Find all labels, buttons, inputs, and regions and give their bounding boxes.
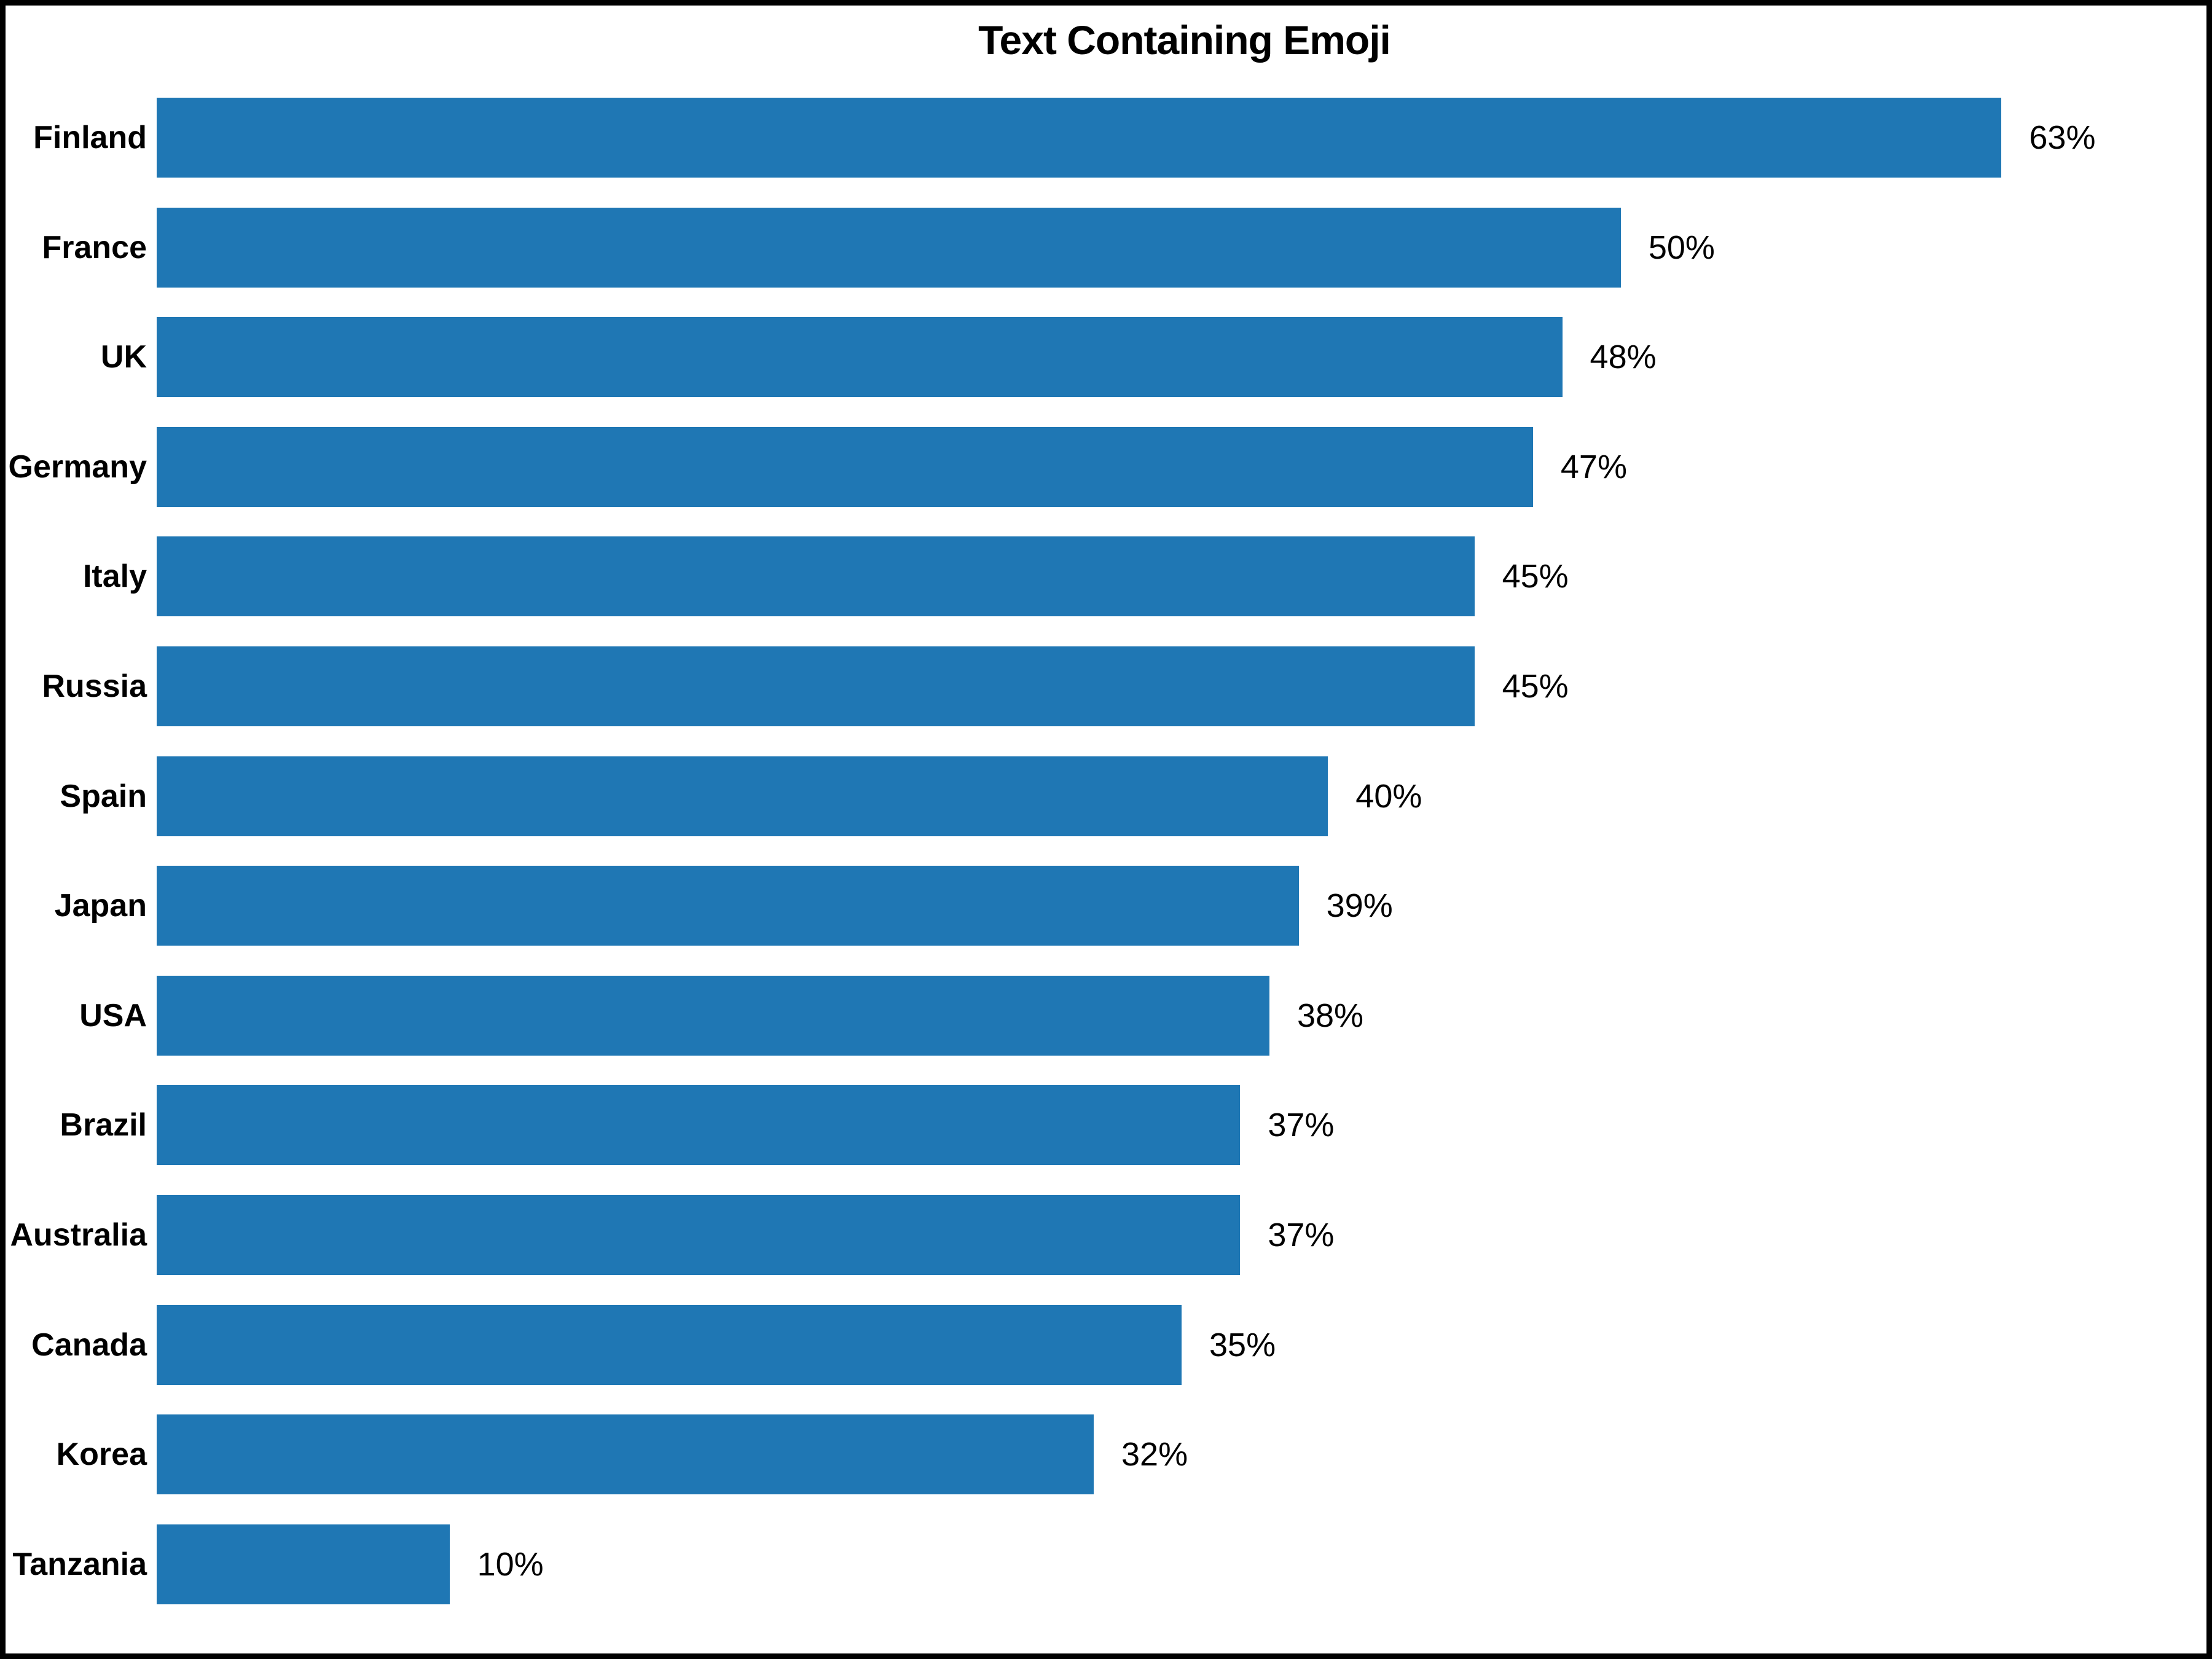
bar-row: USA 38% <box>6 962 2206 1069</box>
value-label: 37% <box>1268 1107 1335 1144</box>
category-label: Australia <box>10 1217 147 1253</box>
bar <box>157 866 1299 946</box>
bar-track: 39% <box>157 866 2206 946</box>
bar-track: 40% <box>157 756 2206 836</box>
value-label: 40% <box>1355 777 1422 815</box>
bar-row: Germany 47% <box>6 414 2206 520</box>
value-label: 37% <box>1268 1217 1335 1254</box>
value-label: 63% <box>2029 119 2096 156</box>
category-label: Spain <box>60 778 147 814</box>
bar-row: Canada 35% <box>6 1292 2206 1398</box>
bar-row: Spain 40% <box>6 743 2206 850</box>
value-label: 48% <box>1590 339 1657 376</box>
category-label: UK <box>100 339 147 375</box>
bar-track: 35% <box>157 1304 2206 1385</box>
bar <box>157 646 1475 727</box>
bar <box>157 426 1533 507</box>
bar-track: 63% <box>157 98 2206 178</box>
bar <box>157 756 1328 836</box>
bar-track: 32% <box>157 1414 2206 1495</box>
bar <box>157 536 1475 617</box>
category-label: Japan <box>54 888 147 924</box>
bar-row: Japan 39% <box>6 852 2206 959</box>
bar-row: France 50% <box>6 194 2206 301</box>
value-label: 45% <box>1502 558 1569 595</box>
value-label: 35% <box>1209 1326 1276 1363</box>
value-label: 32% <box>1121 1436 1188 1473</box>
bar-track: 45% <box>157 646 2206 727</box>
bar-track: 45% <box>157 536 2206 617</box>
value-label: 10% <box>477 1545 544 1583</box>
bar <box>157 317 1563 398</box>
bar-row: Brazil 37% <box>6 1072 2206 1179</box>
bar <box>157 1414 1094 1495</box>
bar-track: 38% <box>157 975 2206 1056</box>
bar-row: UK 48% <box>6 304 2206 410</box>
bar <box>157 98 2002 178</box>
bar-track: 10% <box>157 1524 2206 1604</box>
value-label: 50% <box>1648 229 1715 266</box>
bar <box>157 207 1621 288</box>
bar <box>157 975 1269 1056</box>
category-label: Brazil <box>60 1107 147 1143</box>
bar-track: 48% <box>157 317 2206 398</box>
category-label: Korea <box>56 1437 147 1473</box>
value-label: 38% <box>1296 997 1364 1034</box>
chart-title: Text Containing Emoji <box>978 17 1391 63</box>
bar <box>157 1085 1241 1166</box>
bar-row: Tanzania 10% <box>6 1511 2206 1618</box>
bar <box>157 1195 1241 1276</box>
category-label: France <box>42 229 147 265</box>
category-label: Germany <box>8 449 147 485</box>
category-label: Canada <box>31 1327 147 1363</box>
bar-row: Italy 45% <box>6 523 2206 630</box>
bar-row: Russia 45% <box>6 633 2206 740</box>
bar-row: Finland 63% <box>6 84 2206 191</box>
bar-rows-container: Finland 63% France 50% UK 48% Germany 47% Italy 4… <box>6 84 2206 1618</box>
value-label: 45% <box>1502 668 1569 705</box>
category-label: Italy <box>82 559 147 595</box>
bar-track: 37% <box>157 1195 2206 1276</box>
category-label: Tanzania <box>12 1546 147 1582</box>
bar-track: 37% <box>157 1085 2206 1166</box>
bar-track: 47% <box>157 426 2206 507</box>
bar <box>157 1524 450 1604</box>
bar-row: Korea 32% <box>6 1401 2206 1508</box>
bar <box>157 1304 1182 1385</box>
bar-row: Australia 37% <box>6 1182 2206 1288</box>
value-label: 39% <box>1326 887 1393 925</box>
bar-track: 50% <box>157 207 2206 288</box>
category-label: USA <box>79 997 147 1033</box>
category-label: Finland <box>33 120 147 155</box>
value-label: 47% <box>1560 448 1627 485</box>
category-label: Russia <box>42 669 147 705</box>
